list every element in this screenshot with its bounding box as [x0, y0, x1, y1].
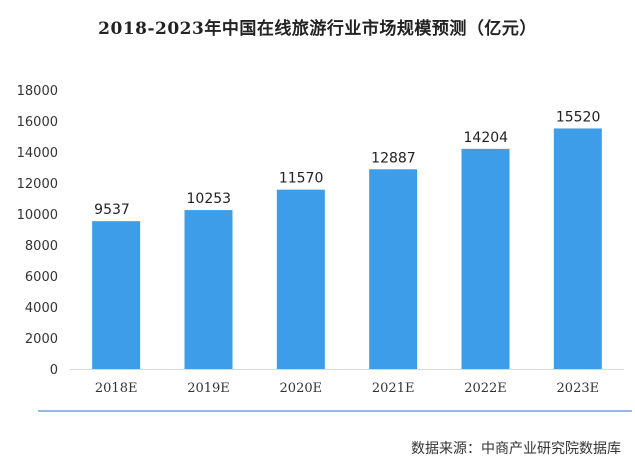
data-label: 15520	[556, 109, 601, 125]
y-tick-label: 14000	[17, 146, 58, 161]
source-note: 数据来源：中商产业研究院数据库	[411, 441, 621, 457]
y-tick-label: 2000	[25, 332, 58, 347]
data-label: 11570	[279, 171, 324, 187]
y-tick-label: 4000	[25, 301, 58, 316]
y-tick-label: 8000	[25, 239, 58, 254]
data-labels: 9537 10253 11570 12887 14204 15520	[94, 109, 600, 218]
x-tick-label: 2022E	[464, 381, 507, 396]
bar	[92, 221, 141, 369]
x-tick-label: 2021E	[372, 381, 415, 396]
bar	[184, 210, 233, 369]
bar-series	[92, 128, 602, 369]
data-label: 14204	[464, 130, 509, 146]
y-tick-label: 18000	[17, 84, 58, 99]
x-tick-label: 2023E	[557, 381, 600, 396]
x-axis: 2018E 2019E 2020E 2021E 2022E 2023E	[95, 381, 599, 396]
data-label: 12887	[371, 150, 416, 166]
bar	[276, 189, 325, 369]
data-label: 9537	[94, 202, 130, 218]
y-tick-label: 6000	[25, 270, 58, 285]
data-label: 10253	[187, 191, 232, 207]
x-tick-label: 2018E	[95, 381, 138, 396]
y-tick-label: 12000	[17, 177, 58, 192]
chart-title: 2018-2023年中国在线旅游行业市场规模预测（亿元）	[98, 19, 537, 39]
y-tick-label: 16000	[17, 115, 58, 130]
y-axis: 0 2000 4000 6000 8000 10000 12000 14000 16000 180…	[17, 84, 58, 378]
bar	[369, 169, 418, 369]
x-tick-label: 2020E	[280, 381, 323, 396]
bar	[461, 148, 510, 369]
y-tick-label: 0	[50, 363, 58, 378]
y-tick-label: 10000	[17, 208, 58, 223]
x-tick-label: 2019E	[187, 381, 230, 396]
bar	[553, 128, 602, 369]
